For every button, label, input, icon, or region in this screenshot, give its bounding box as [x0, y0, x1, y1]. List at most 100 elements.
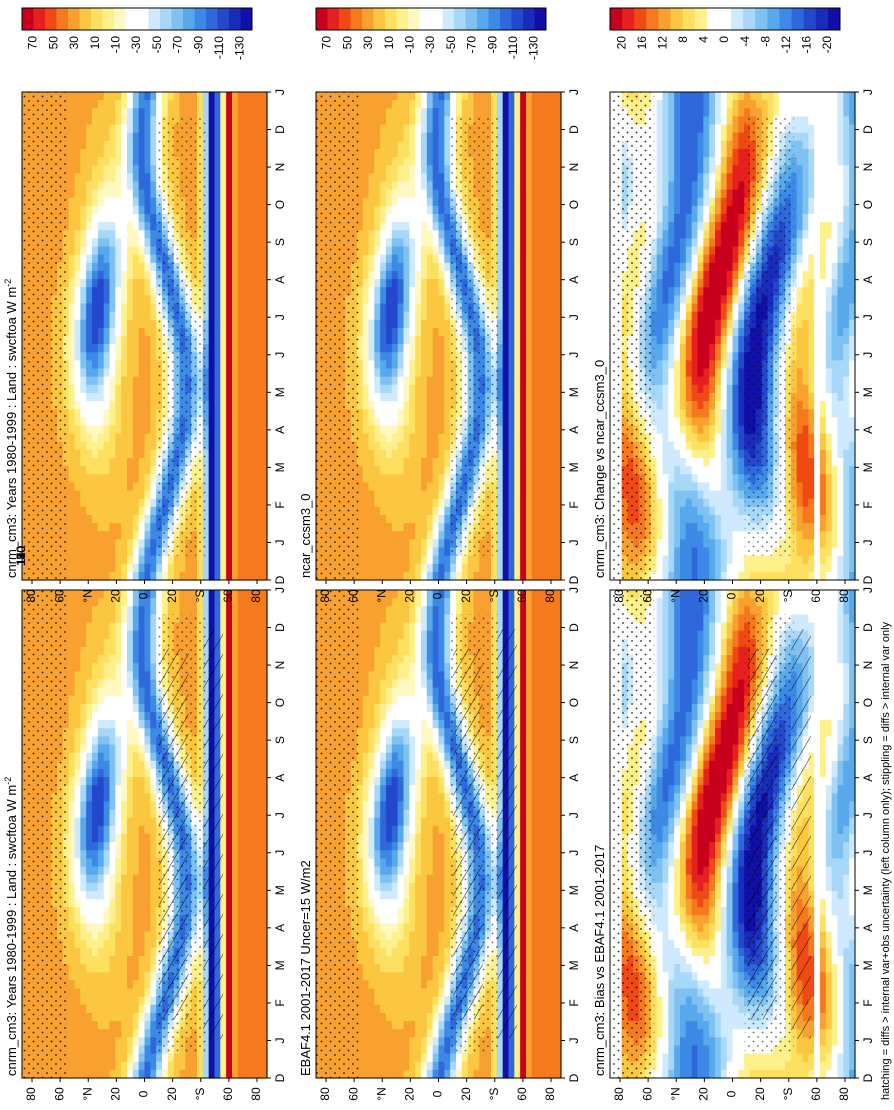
heatmap-cell	[110, 230, 116, 239]
heatmap-cell	[115, 100, 121, 109]
heatmap-cell	[139, 810, 145, 819]
heatmap-cell	[145, 745, 151, 754]
heatmap-cell	[220, 271, 226, 280]
heatmap-cell	[110, 842, 116, 851]
heatmap-cell	[80, 116, 86, 125]
heatmap-cell	[226, 247, 232, 256]
heatmap-cell	[150, 230, 156, 239]
heatmap-cell	[255, 116, 261, 125]
heatmap-cell	[232, 450, 238, 459]
heatmap-cell	[80, 623, 86, 632]
heatmap-cell	[226, 417, 232, 426]
heatmap-cell	[115, 907, 121, 916]
heatmap-cell	[86, 850, 92, 859]
heatmap-cell	[145, 344, 151, 353]
heatmap-cell	[244, 899, 250, 908]
heatmap-cell	[121, 190, 127, 199]
heatmap-cell	[203, 606, 209, 615]
heatmap-cell	[185, 606, 191, 615]
heatmap-cell	[139, 369, 145, 378]
heatmap-cell	[191, 564, 197, 573]
heatmap-cell	[121, 238, 127, 247]
heatmap-cell	[145, 572, 151, 581]
heatmap-cell	[244, 989, 250, 998]
heatmap-cell	[185, 1070, 191, 1079]
heatmap-cell	[238, 1021, 244, 1030]
heatmap-cell	[92, 385, 98, 394]
heatmap-cell	[180, 598, 186, 607]
heatmap-cell	[255, 1037, 261, 1046]
heatmap-cell	[255, 696, 261, 705]
heatmap-cell	[104, 867, 110, 876]
heatmap-cell	[133, 704, 139, 713]
heatmap-cell	[127, 1062, 133, 1071]
heatmap-cell	[139, 133, 145, 142]
heatmap-cell	[226, 745, 232, 754]
heatmap-cell	[104, 271, 110, 280]
heatmap-cell	[232, 1070, 238, 1079]
heatmap-cell	[115, 932, 121, 941]
heatmap-cell	[244, 923, 250, 932]
heatmap-cell	[215, 614, 221, 623]
heatmap-cell	[69, 507, 75, 516]
heatmap-cell	[115, 157, 121, 166]
heatmap-cell	[110, 614, 116, 623]
heatmap-cell	[226, 572, 232, 581]
heatmap-cell	[232, 883, 238, 892]
heatmap-cell	[121, 303, 127, 312]
heatmap-cell	[104, 377, 110, 386]
heatmap-cell	[92, 712, 98, 721]
heatmap-cell	[133, 989, 139, 998]
heatmap-cell	[238, 826, 244, 835]
heatmap-cell	[104, 688, 110, 697]
heatmap-cell	[80, 997, 86, 1006]
heatmap-cell	[98, 842, 104, 851]
heatmap-cell	[69, 761, 75, 770]
heatmap-cell	[232, 328, 238, 337]
heatmap-cell	[127, 631, 133, 640]
heatmap-cell	[139, 328, 145, 337]
heatmap-cell	[80, 385, 86, 394]
heatmap-cell	[185, 108, 191, 117]
heatmap-cell	[115, 1021, 121, 1030]
heatmap-cell	[104, 696, 110, 705]
heatmap-cell	[238, 761, 244, 770]
heatmap-cell	[121, 458, 127, 467]
heatmap-cell	[86, 1013, 92, 1022]
heatmap-cell	[139, 980, 145, 989]
heatmap-cell	[75, 631, 81, 640]
heatmap-cell	[139, 125, 145, 134]
heatmap-cell	[226, 515, 232, 524]
heatmap-cell	[133, 655, 139, 664]
heatmap-cell	[127, 173, 133, 182]
heatmap-cell	[80, 303, 86, 312]
heatmap-cell	[86, 907, 92, 916]
heatmap-cell	[92, 149, 98, 158]
time-tick-label: M	[273, 960, 287, 970]
heatmap-cell	[75, 450, 81, 459]
heatmap-cell	[250, 328, 256, 337]
heatmap-cell	[168, 100, 174, 109]
heatmap-cell	[209, 409, 215, 418]
heatmap-cell	[162, 556, 168, 565]
heatmap-cell	[98, 688, 104, 697]
heatmap-cell	[115, 858, 121, 867]
heatmap-cell	[86, 834, 92, 843]
heatmap-cell	[174, 1070, 180, 1079]
heatmap-cell	[104, 507, 110, 516]
heatmap-cell	[127, 972, 133, 981]
heatmap-cell	[168, 606, 174, 615]
heatmap-cell	[80, 100, 86, 109]
heatmap-cell	[191, 556, 197, 565]
heatmap-cell	[185, 1054, 191, 1063]
heatmap-cell	[80, 417, 86, 426]
heatmap-cell	[127, 818, 133, 827]
heatmap-cell	[139, 425, 145, 434]
heatmap-cell	[209, 141, 215, 150]
heatmap-cell	[80, 915, 86, 924]
heatmap-cell	[69, 466, 75, 475]
heatmap-cell	[75, 458, 81, 467]
heatmap-cell	[244, 1021, 250, 1030]
heatmap-cell	[75, 679, 81, 688]
